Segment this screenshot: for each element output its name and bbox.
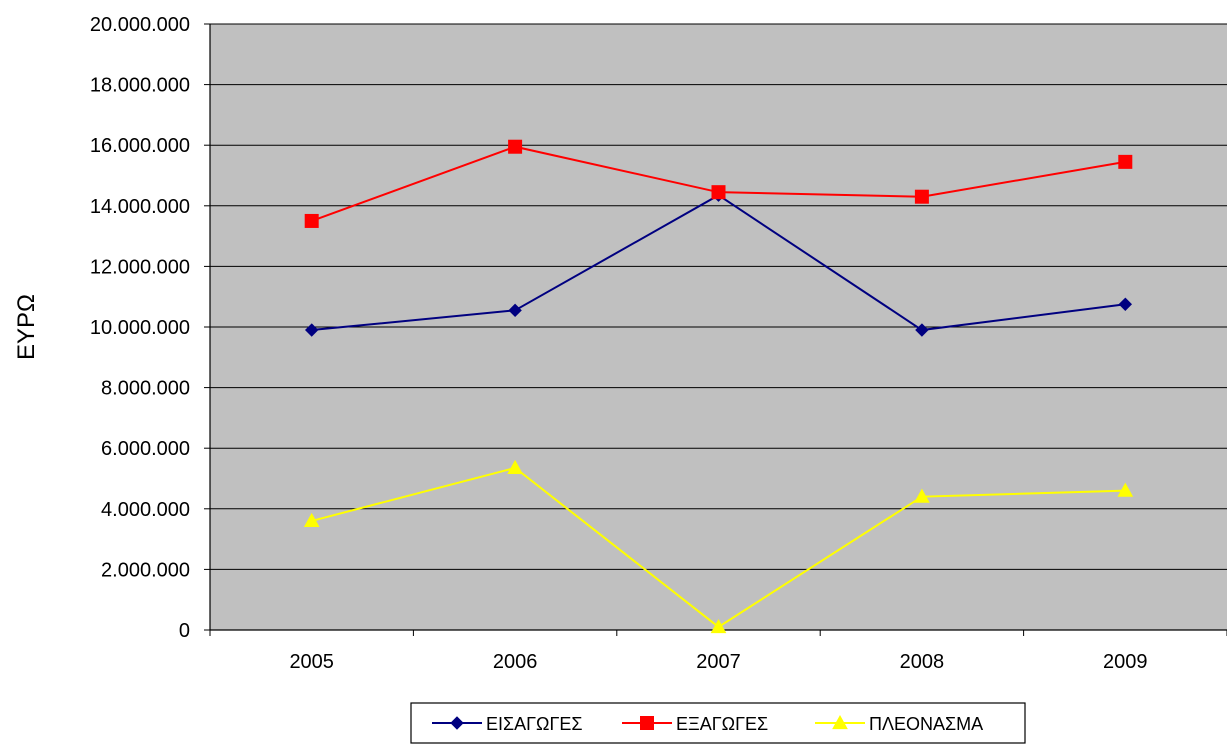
gridlines: [210, 23, 1227, 570]
y-tick-label: 10.000.000: [90, 317, 190, 339]
legend-marker: [640, 716, 654, 730]
legend-items: ΕΙΣΑΓΩΓΕΣ ΕΞΑΓΩΓΕΣ ΠΛΕΟΝΑΣΜΑ: [432, 714, 983, 734]
data-point: [710, 618, 727, 634]
data-point: [304, 323, 319, 337]
data-point: [711, 185, 726, 200]
data-point: [1118, 297, 1133, 311]
legend-marker: [832, 714, 848, 730]
x-tick-label: 2006: [493, 651, 538, 673]
y-tick-label: 8.000.000: [101, 378, 190, 400]
series-3: [303, 459, 1134, 634]
axes: 0 2.000.000 4.000.000 6.000.000 8.000.000 10.…: [90, 14, 1227, 673]
data-point: [915, 323, 929, 337]
legend: ΕΙΣΑΓΩΓΕΣ ΕΞΑΓΩΓΕΣ ΠΛΕΟΝΑΣΜΑ: [410, 702, 1026, 744]
y-tick-label: 16.000.000: [90, 135, 190, 157]
data-point: [914, 488, 930, 503]
legend-label: ΕΙΣΑΓΩΓΕΣ: [486, 714, 583, 734]
data-point: [1118, 154, 1133, 169]
y-tick-label: 0: [179, 620, 190, 642]
y-tick-label: 2.000.000: [101, 559, 190, 581]
x-tick-label: 2005: [289, 651, 334, 673]
y-tick-label: 20.000.000: [90, 14, 190, 36]
legend-label: ΕΞΑΓΩΓΕΣ: [676, 714, 768, 734]
data-point: [508, 303, 522, 318]
legend-label: ΠΛΕΟΝΑΣΜΑ: [869, 714, 983, 734]
series-layer: [303, 139, 1134, 634]
y-tick-label: 14.000.000: [90, 196, 190, 218]
y-tick-label: 12.000.000: [90, 256, 190, 278]
y-tick-label: 4.000.000: [101, 499, 190, 521]
legend-entry: ΕΞΑΓΩΓΕΣ: [622, 714, 768, 734]
legend-entry: ΠΛΕΟΝΑΣΜΑ: [815, 714, 983, 734]
data-point: [508, 139, 523, 154]
y-axis-title: ΕΥΡΩ: [13, 294, 40, 360]
data-point: [507, 459, 523, 474]
data-point: [303, 512, 320, 528]
data-point: [914, 189, 929, 204]
data-point: [1117, 482, 1134, 497]
x-tick-label: 2007: [696, 651, 741, 673]
y-tick-label: 18.000.000: [90, 75, 190, 97]
legend-entry: ΕΙΣΑΓΩΓΕΣ: [432, 714, 583, 734]
data-point: [304, 213, 319, 228]
legend-box: [410, 702, 1026, 744]
x-tick-label: 2009: [1103, 651, 1148, 673]
y-tick-label: 6.000.000: [101, 438, 190, 460]
series-2: [304, 139, 1133, 228]
legend-marker: [450, 716, 464, 730]
x-tick-label: 2008: [900, 651, 945, 673]
